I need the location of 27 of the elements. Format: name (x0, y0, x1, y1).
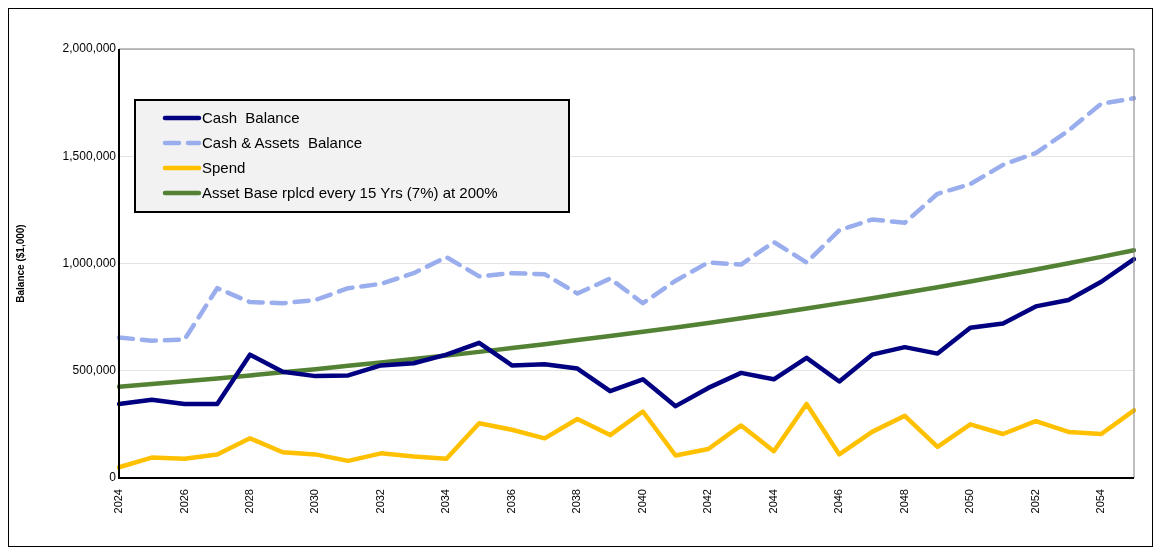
x-tick-label: 2054 (1094, 489, 1107, 514)
y-tick-label: 500,000 (72, 363, 117, 378)
y-axis-title: Balance ($1,000) (14, 224, 26, 303)
x-tick-label: 2046 (832, 489, 845, 514)
y-tick-label: 0 (109, 470, 117, 485)
x-tick-label: 2052 (1028, 489, 1041, 514)
x-tick-label: 2034 (439, 489, 452, 514)
legend-label: Cash & Assets Balance (202, 134, 363, 151)
y-tick-label: 1,000,000 (62, 255, 117, 270)
legend-label: Spend (202, 159, 246, 176)
x-tick-label: 2026 (177, 489, 190, 514)
x-tick-label: 2036 (504, 489, 517, 514)
legend-label: Asset Base rplcd every 15 Yrs (7%) at 200% (202, 184, 498, 201)
x-tick-label: 2032 (373, 489, 386, 514)
x-tick-label: 2048 (897, 489, 910, 514)
x-tick-label: 2028 (243, 489, 255, 514)
x-tick-label: 2024 (112, 489, 125, 514)
x-tick-label: 2040 (635, 489, 648, 514)
legend-label: Cash Balance (202, 109, 300, 126)
x-tick-label: 2038 (570, 489, 583, 514)
x-tick-label: 2050 (963, 489, 976, 514)
x-tick-label: 2044 (766, 489, 779, 514)
line-series (116, 96, 1137, 343)
x-tick-label: 2042 (701, 489, 714, 514)
x-tick-label: 2030 (308, 489, 321, 514)
y-tick-label: 1,500,000 (62, 148, 117, 163)
y-tick-label: 2,000,000 (62, 41, 117, 56)
